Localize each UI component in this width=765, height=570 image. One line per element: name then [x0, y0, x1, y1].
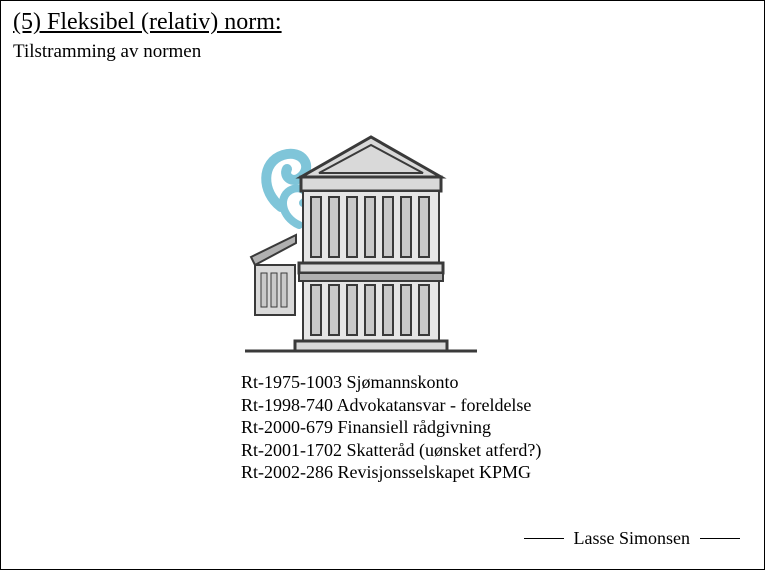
side-building-icon — [251, 235, 296, 315]
case-item: Rt-1998-740 Advokatansvar - foreldelse — [241, 394, 541, 417]
author-name: Lasse Simonsen — [574, 528, 691, 549]
case-item: Rt-2000-679 Finansiell rådgivning — [241, 416, 541, 439]
footer-rule-left — [524, 538, 564, 539]
slide-title: (5) Fleksibel (relativ) norm: — [13, 9, 282, 36]
main-building-icon — [295, 137, 447, 351]
case-item: Rt-1975-1003 Sjømannskonto — [241, 371, 541, 394]
slide-subtitle: Tilstramming av normen — [13, 41, 201, 63]
courthouse-illustration — [241, 117, 481, 357]
case-list: Rt-1975-1003 Sjømannskonto Rt-1998-740 A… — [241, 371, 541, 484]
footer-rule-right — [700, 538, 740, 539]
slide: (5) Fleksibel (relativ) norm: Tilstrammi… — [0, 0, 765, 570]
case-item: Rt-2001-1702 Skatteråd (uønsket atferd?) — [241, 439, 541, 462]
courthouse-icon — [241, 117, 481, 357]
case-item: Rt-2002-286 Revisjonsselskapet KPMG — [241, 461, 541, 484]
footer: Lasse Simonsen — [524, 528, 741, 549]
